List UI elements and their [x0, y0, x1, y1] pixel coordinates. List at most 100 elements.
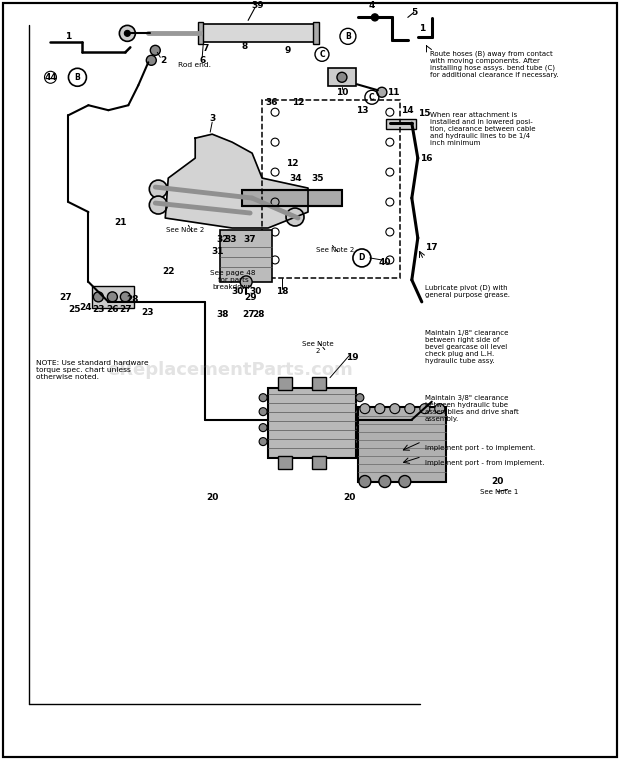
Circle shape	[390, 404, 400, 414]
Bar	[200, 24, 315, 43]
Text: 23: 23	[141, 308, 154, 317]
Text: 3: 3	[209, 114, 215, 123]
Text: 8: 8	[242, 42, 248, 51]
Text: D: D	[359, 254, 365, 263]
Text: 11: 11	[387, 88, 399, 96]
Text: B: B	[345, 32, 351, 41]
Text: 35: 35	[312, 174, 324, 183]
Bar	[313, 22, 319, 44]
Circle shape	[149, 196, 167, 214]
Text: eReplacementParts.com: eReplacementParts.com	[107, 361, 353, 379]
Circle shape	[259, 394, 267, 402]
Bar	[268, 388, 356, 458]
Circle shape	[356, 408, 364, 416]
Text: Maintain 3/8" clearance
between hydraulic tube
assemblies and drive shaft
assemb: Maintain 3/8" clearance between hydrauli…	[425, 395, 518, 422]
Text: Maintain 1/8" clearance
between right side of
bevel gearcase oil level
check plu: Maintain 1/8" clearance between right si…	[425, 330, 508, 364]
Text: See Note 2: See Note 2	[316, 247, 354, 253]
Text: 1: 1	[65, 32, 71, 41]
Text: 7: 7	[202, 44, 208, 53]
Text: B: B	[74, 73, 81, 82]
Bar	[262, 100, 400, 278]
Text: 34: 34	[290, 174, 303, 183]
Text: 29: 29	[244, 294, 257, 302]
Circle shape	[359, 476, 371, 487]
Text: 20: 20	[343, 493, 356, 502]
Text: 36: 36	[266, 98, 278, 107]
Circle shape	[371, 14, 378, 21]
Text: 19: 19	[345, 353, 358, 362]
Circle shape	[259, 438, 267, 446]
Text: 16: 16	[420, 153, 433, 162]
Text: 28: 28	[126, 295, 139, 304]
Text: 20: 20	[492, 477, 504, 486]
Text: 44: 44	[44, 73, 57, 82]
Text: 31: 31	[211, 247, 223, 257]
Bar	[220, 230, 272, 282]
Text: C: C	[369, 93, 374, 102]
Text: 9: 9	[285, 46, 291, 55]
Text: 30: 30	[249, 288, 261, 296]
Text: 26: 26	[106, 305, 118, 314]
Circle shape	[120, 292, 130, 302]
Text: 38: 38	[216, 310, 228, 320]
Bar	[312, 376, 326, 389]
Text: 23: 23	[92, 305, 105, 314]
Text: 27: 27	[119, 305, 131, 314]
Bar	[328, 68, 356, 87]
Text: 28: 28	[252, 310, 264, 320]
Text: 37: 37	[244, 235, 257, 244]
Circle shape	[356, 424, 364, 432]
Text: See page 48
for parts
breakdown.: See page 48 for parts breakdown.	[210, 270, 256, 290]
Circle shape	[337, 72, 347, 82]
Circle shape	[356, 438, 364, 446]
Text: 30: 30	[231, 288, 243, 296]
Text: 13: 13	[356, 106, 368, 115]
Bar	[242, 190, 342, 206]
Text: Lubricate pivot (D) with
general purpose grease.: Lubricate pivot (D) with general purpose…	[425, 285, 510, 298]
Circle shape	[379, 476, 391, 487]
Text: See Note 2: See Note 2	[166, 227, 205, 233]
Circle shape	[259, 424, 267, 432]
Text: 12: 12	[292, 98, 304, 107]
Text: See Note
2: See Note 2	[302, 342, 334, 354]
Circle shape	[375, 404, 385, 414]
Circle shape	[146, 55, 156, 65]
Text: Implement port - to implement.: Implement port - to implement.	[425, 445, 535, 451]
Circle shape	[107, 292, 117, 302]
Circle shape	[94, 292, 104, 302]
Bar	[358, 407, 446, 481]
Text: Implement port - from implement.: Implement port - from implement.	[425, 459, 544, 465]
Text: 4: 4	[369, 1, 375, 10]
Circle shape	[125, 30, 130, 36]
Text: 15: 15	[417, 109, 430, 118]
Text: 40: 40	[379, 258, 391, 267]
Circle shape	[259, 408, 267, 416]
Text: 2: 2	[160, 56, 166, 65]
Circle shape	[420, 404, 430, 414]
Bar	[278, 455, 292, 468]
Text: 27: 27	[242, 310, 254, 320]
Text: C: C	[319, 50, 325, 58]
Circle shape	[360, 404, 370, 414]
Text: 22: 22	[162, 267, 174, 276]
Circle shape	[377, 87, 387, 97]
Text: 1: 1	[418, 24, 425, 33]
Circle shape	[150, 46, 161, 55]
Bar	[386, 119, 416, 129]
Circle shape	[399, 476, 411, 487]
Circle shape	[149, 180, 167, 198]
Bar	[92, 286, 135, 308]
Circle shape	[405, 404, 415, 414]
Text: 32: 32	[216, 235, 228, 244]
Text: 18: 18	[276, 288, 288, 296]
Text: When rear attachment is
installed and in lowered posi-
tion, clearance between c: When rear attachment is installed and in…	[430, 112, 535, 146]
Text: Rod end.: Rod end.	[178, 62, 211, 68]
Circle shape	[120, 25, 135, 41]
Circle shape	[356, 394, 364, 402]
Bar	[278, 376, 292, 389]
Text: NOTE: Use standard hardware
torque spec. chart unless
otherwise noted.: NOTE: Use standard hardware torque spec.…	[35, 360, 148, 380]
Text: 33: 33	[224, 235, 236, 244]
Text: 25: 25	[68, 305, 81, 314]
Text: 6: 6	[199, 56, 205, 65]
Circle shape	[435, 404, 445, 414]
